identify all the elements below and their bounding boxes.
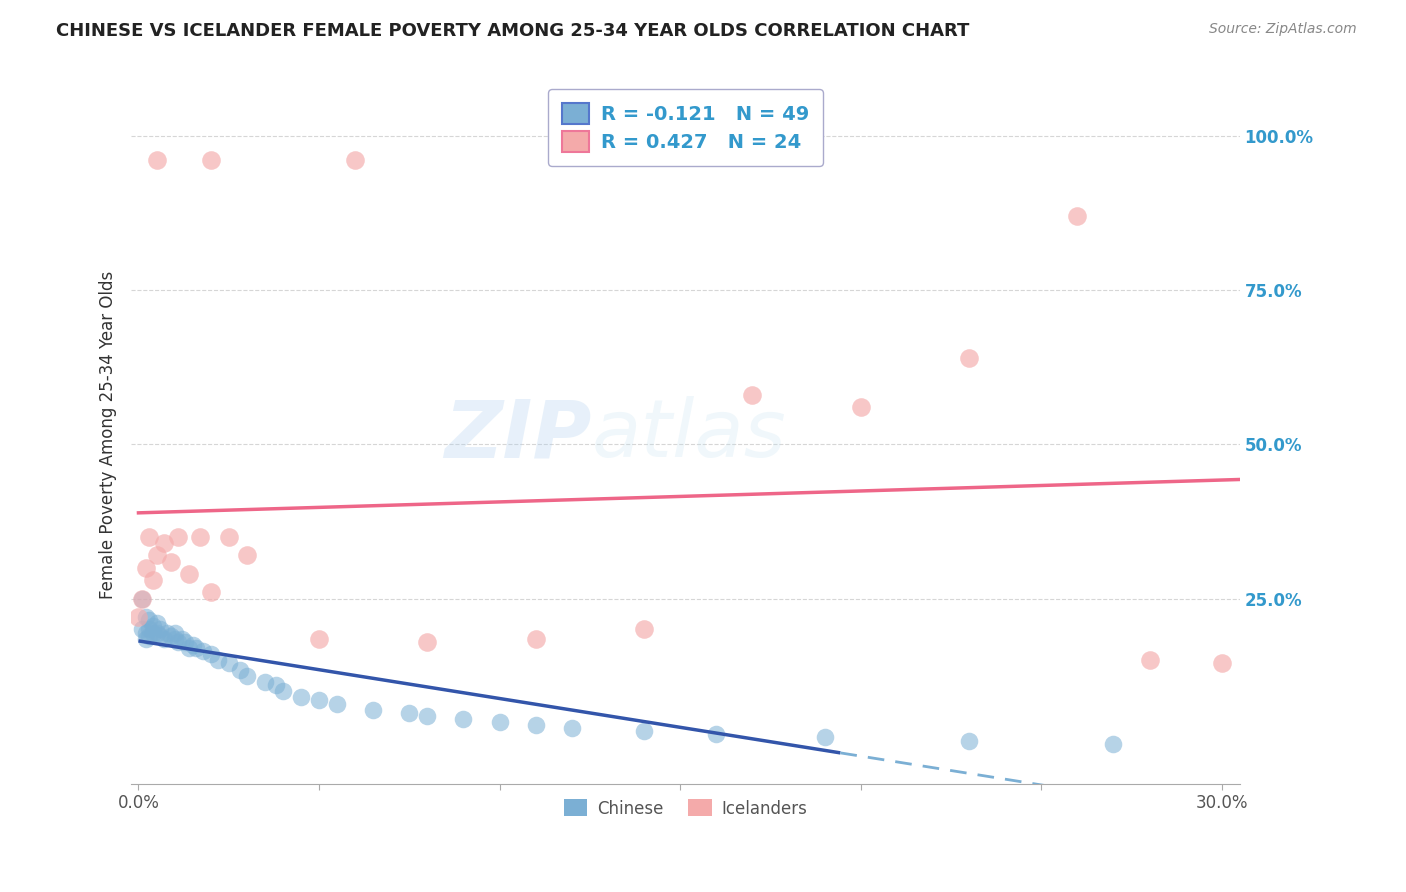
- Point: [156, 625, 179, 640]
- Point: [218, 530, 240, 544]
- Point: [1139, 653, 1161, 667]
- Point: [308, 632, 330, 646]
- Point: [264, 678, 287, 692]
- Point: [1066, 209, 1088, 223]
- Point: [145, 549, 167, 563]
- Point: [181, 638, 204, 652]
- Point: [1102, 737, 1125, 751]
- Point: [398, 706, 420, 720]
- Legend: Chinese, Icelanders: Chinese, Icelanders: [557, 793, 814, 824]
- Point: [488, 714, 510, 729]
- Point: [138, 629, 160, 643]
- Point: [174, 634, 197, 648]
- Text: CHINESE VS ICELANDER FEMALE POVERTY AMONG 25-34 YEAR OLDS CORRELATION CHART: CHINESE VS ICELANDER FEMALE POVERTY AMON…: [56, 22, 970, 40]
- Point: [200, 647, 222, 661]
- Point: [361, 703, 384, 717]
- Point: [633, 623, 655, 637]
- Point: [524, 718, 547, 732]
- Point: [453, 712, 475, 726]
- Point: [138, 623, 160, 637]
- Point: [200, 585, 222, 599]
- Point: [142, 573, 165, 587]
- Point: [849, 401, 872, 415]
- Point: [167, 634, 190, 648]
- Point: [416, 634, 439, 648]
- Point: [149, 629, 172, 643]
- Point: [142, 625, 165, 640]
- Point: [344, 153, 367, 168]
- Point: [131, 623, 153, 637]
- Point: [177, 566, 200, 581]
- Point: [163, 625, 186, 640]
- Text: ZIP: ZIP: [444, 396, 592, 474]
- Y-axis label: Female Poverty Among 25-34 Year Olds: Female Poverty Among 25-34 Year Olds: [100, 271, 117, 599]
- Point: [308, 693, 330, 707]
- Point: [186, 640, 208, 655]
- Point: [193, 644, 215, 658]
- Point: [253, 674, 276, 689]
- Point: [416, 709, 439, 723]
- Point: [163, 632, 186, 646]
- Point: [160, 555, 183, 569]
- Point: [145, 616, 167, 631]
- Point: [236, 669, 259, 683]
- Point: [127, 610, 149, 624]
- Point: [236, 549, 259, 563]
- Point: [145, 625, 167, 640]
- Point: [135, 610, 157, 624]
- Point: [271, 684, 294, 698]
- Point: [131, 591, 153, 606]
- Point: [167, 530, 190, 544]
- Point: [704, 727, 727, 741]
- Point: [290, 690, 312, 705]
- Point: [138, 613, 160, 627]
- Point: [135, 560, 157, 574]
- Point: [1211, 657, 1233, 671]
- Point: [957, 351, 980, 365]
- Point: [561, 721, 583, 735]
- Point: [177, 640, 200, 655]
- Point: [152, 536, 174, 550]
- Point: [228, 663, 250, 677]
- Point: [200, 153, 222, 168]
- Point: [131, 591, 153, 606]
- Point: [160, 629, 183, 643]
- Point: [207, 653, 229, 667]
- Point: [957, 733, 980, 747]
- Point: [188, 530, 211, 544]
- Text: atlas: atlas: [592, 396, 786, 474]
- Point: [135, 632, 157, 646]
- Point: [741, 388, 763, 402]
- Text: Source: ZipAtlas.com: Source: ZipAtlas.com: [1209, 22, 1357, 37]
- Point: [170, 632, 193, 646]
- Point: [326, 697, 349, 711]
- Point: [152, 632, 174, 646]
- Point: [149, 623, 172, 637]
- Point: [138, 530, 160, 544]
- Point: [218, 657, 240, 671]
- Point: [813, 731, 835, 745]
- Point: [524, 632, 547, 646]
- Point: [135, 625, 157, 640]
- Point: [633, 724, 655, 739]
- Point: [145, 153, 167, 168]
- Point: [142, 619, 165, 633]
